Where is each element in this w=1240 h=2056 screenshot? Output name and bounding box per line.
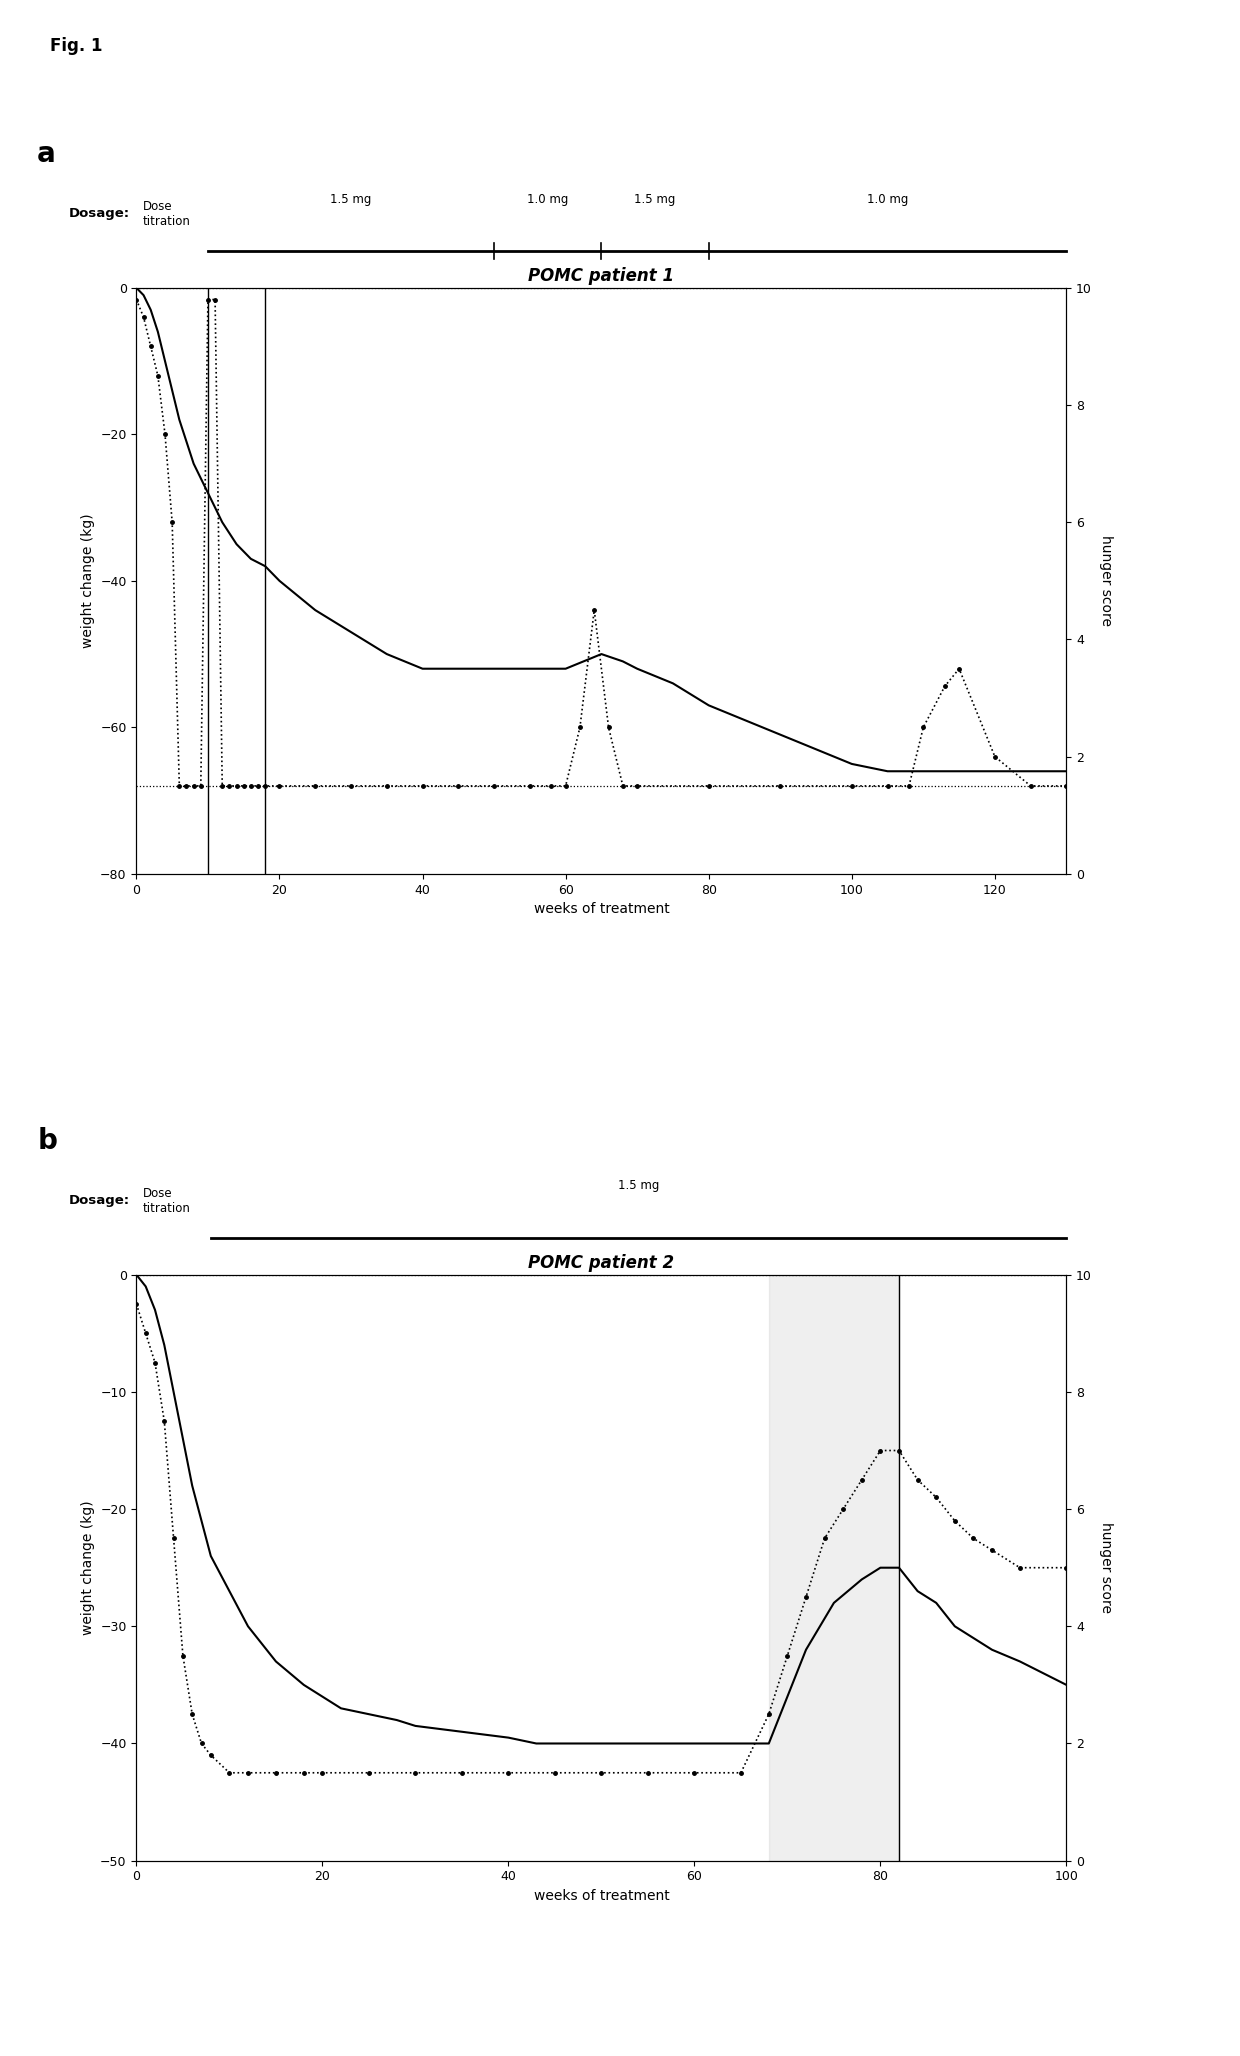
Text: Dose
titration: Dose titration: [143, 1186, 191, 1215]
Title: POMC patient 1: POMC patient 1: [528, 267, 675, 286]
X-axis label: weeks of treatment: weeks of treatment: [533, 1889, 670, 1904]
Text: Dose
titration: Dose titration: [143, 199, 191, 228]
Text: 1.5 mg: 1.5 mg: [635, 193, 676, 206]
Text: 1.5 mg: 1.5 mg: [330, 193, 372, 206]
Text: Fig. 1: Fig. 1: [50, 37, 102, 56]
Text: 1.5 mg: 1.5 mg: [618, 1180, 660, 1192]
Text: Dosage:: Dosage:: [69, 208, 130, 220]
Y-axis label: hunger score: hunger score: [1099, 1521, 1112, 1614]
Y-axis label: hunger score: hunger score: [1099, 535, 1112, 627]
X-axis label: weeks of treatment: weeks of treatment: [533, 903, 670, 917]
Title: POMC patient 2: POMC patient 2: [528, 1254, 675, 1273]
Bar: [769, 1275, 899, 1861]
Text: b: b: [37, 1127, 57, 1155]
Y-axis label: weight change (kg): weight change (kg): [81, 514, 94, 648]
Text: a: a: [37, 140, 56, 169]
Text: Dosage:: Dosage:: [69, 1195, 130, 1207]
Text: 1.0 mg: 1.0 mg: [527, 193, 568, 206]
Text: 1.0 mg: 1.0 mg: [867, 193, 908, 206]
Y-axis label: weight change (kg): weight change (kg): [81, 1501, 94, 1635]
